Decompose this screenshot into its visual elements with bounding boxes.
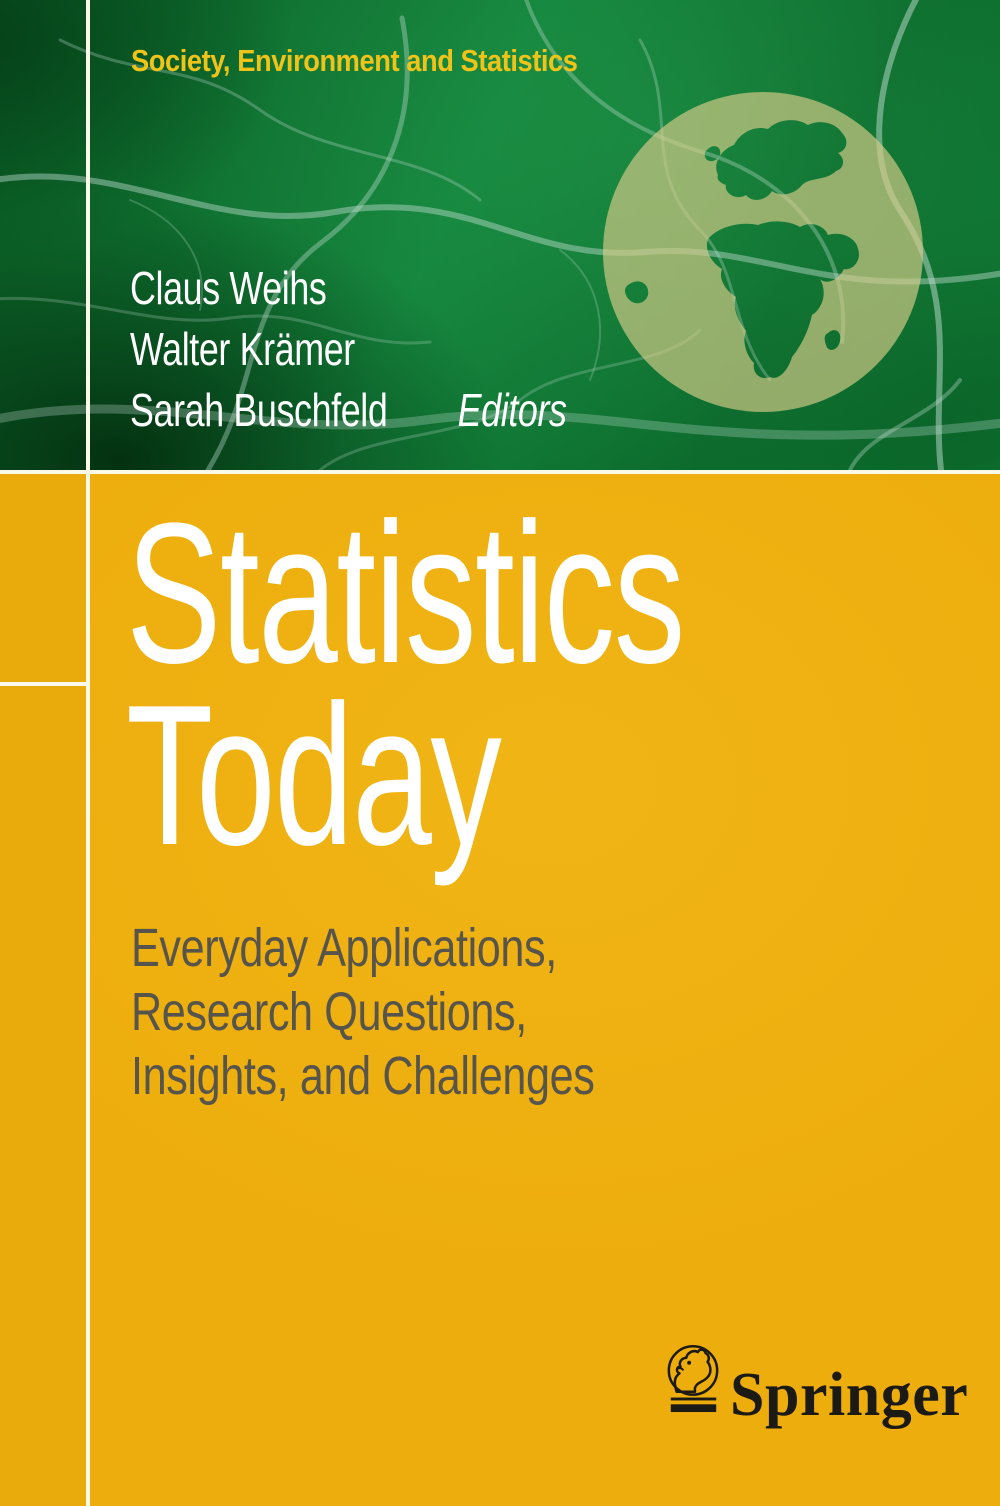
editor-name: Walter Krämer: [130, 323, 355, 375]
left-margin-strip: [0, 474, 86, 1506]
editors-block: Claus Weihs Walter Krämer Sarah Buschfel…: [130, 258, 567, 441]
subtitle-line: Everyday Applications,: [131, 918, 557, 978]
subtitle-line: Research Questions,: [131, 982, 527, 1042]
book-title-line2: Today: [126, 664, 502, 887]
book-subtitle: Everyday Applications, Research Question…: [131, 916, 595, 1108]
series-title: Society, Environment and Statistics: [131, 43, 578, 78]
publisher-logo: Springer: [664, 1340, 968, 1450]
editor-name-row: Sarah Buschfeld Editors: [130, 380, 567, 441]
book-title-line1: Statistics: [126, 482, 685, 705]
editor-name: Sarah Buschfeld: [130, 384, 388, 436]
publisher-wordmark: Springer: [730, 1361, 969, 1429]
subtitle-line: Insights, and Challenges: [131, 1046, 595, 1106]
leaf-texture-panel: Society, Environment and Statistics Clau…: [0, 0, 1000, 470]
editors-label: Editors: [457, 384, 567, 436]
horizontal-grid-line-left: [0, 682, 86, 686]
horizontal-grid-line-main: [0, 470, 1000, 474]
vertical-grid-line: [86, 0, 90, 1506]
editor-name: Claus Weihs: [130, 262, 327, 314]
globe-icon: [603, 92, 923, 412]
cover-body-panel: [0, 474, 1000, 1506]
springer-horse-icon: [667, 1345, 719, 1413]
